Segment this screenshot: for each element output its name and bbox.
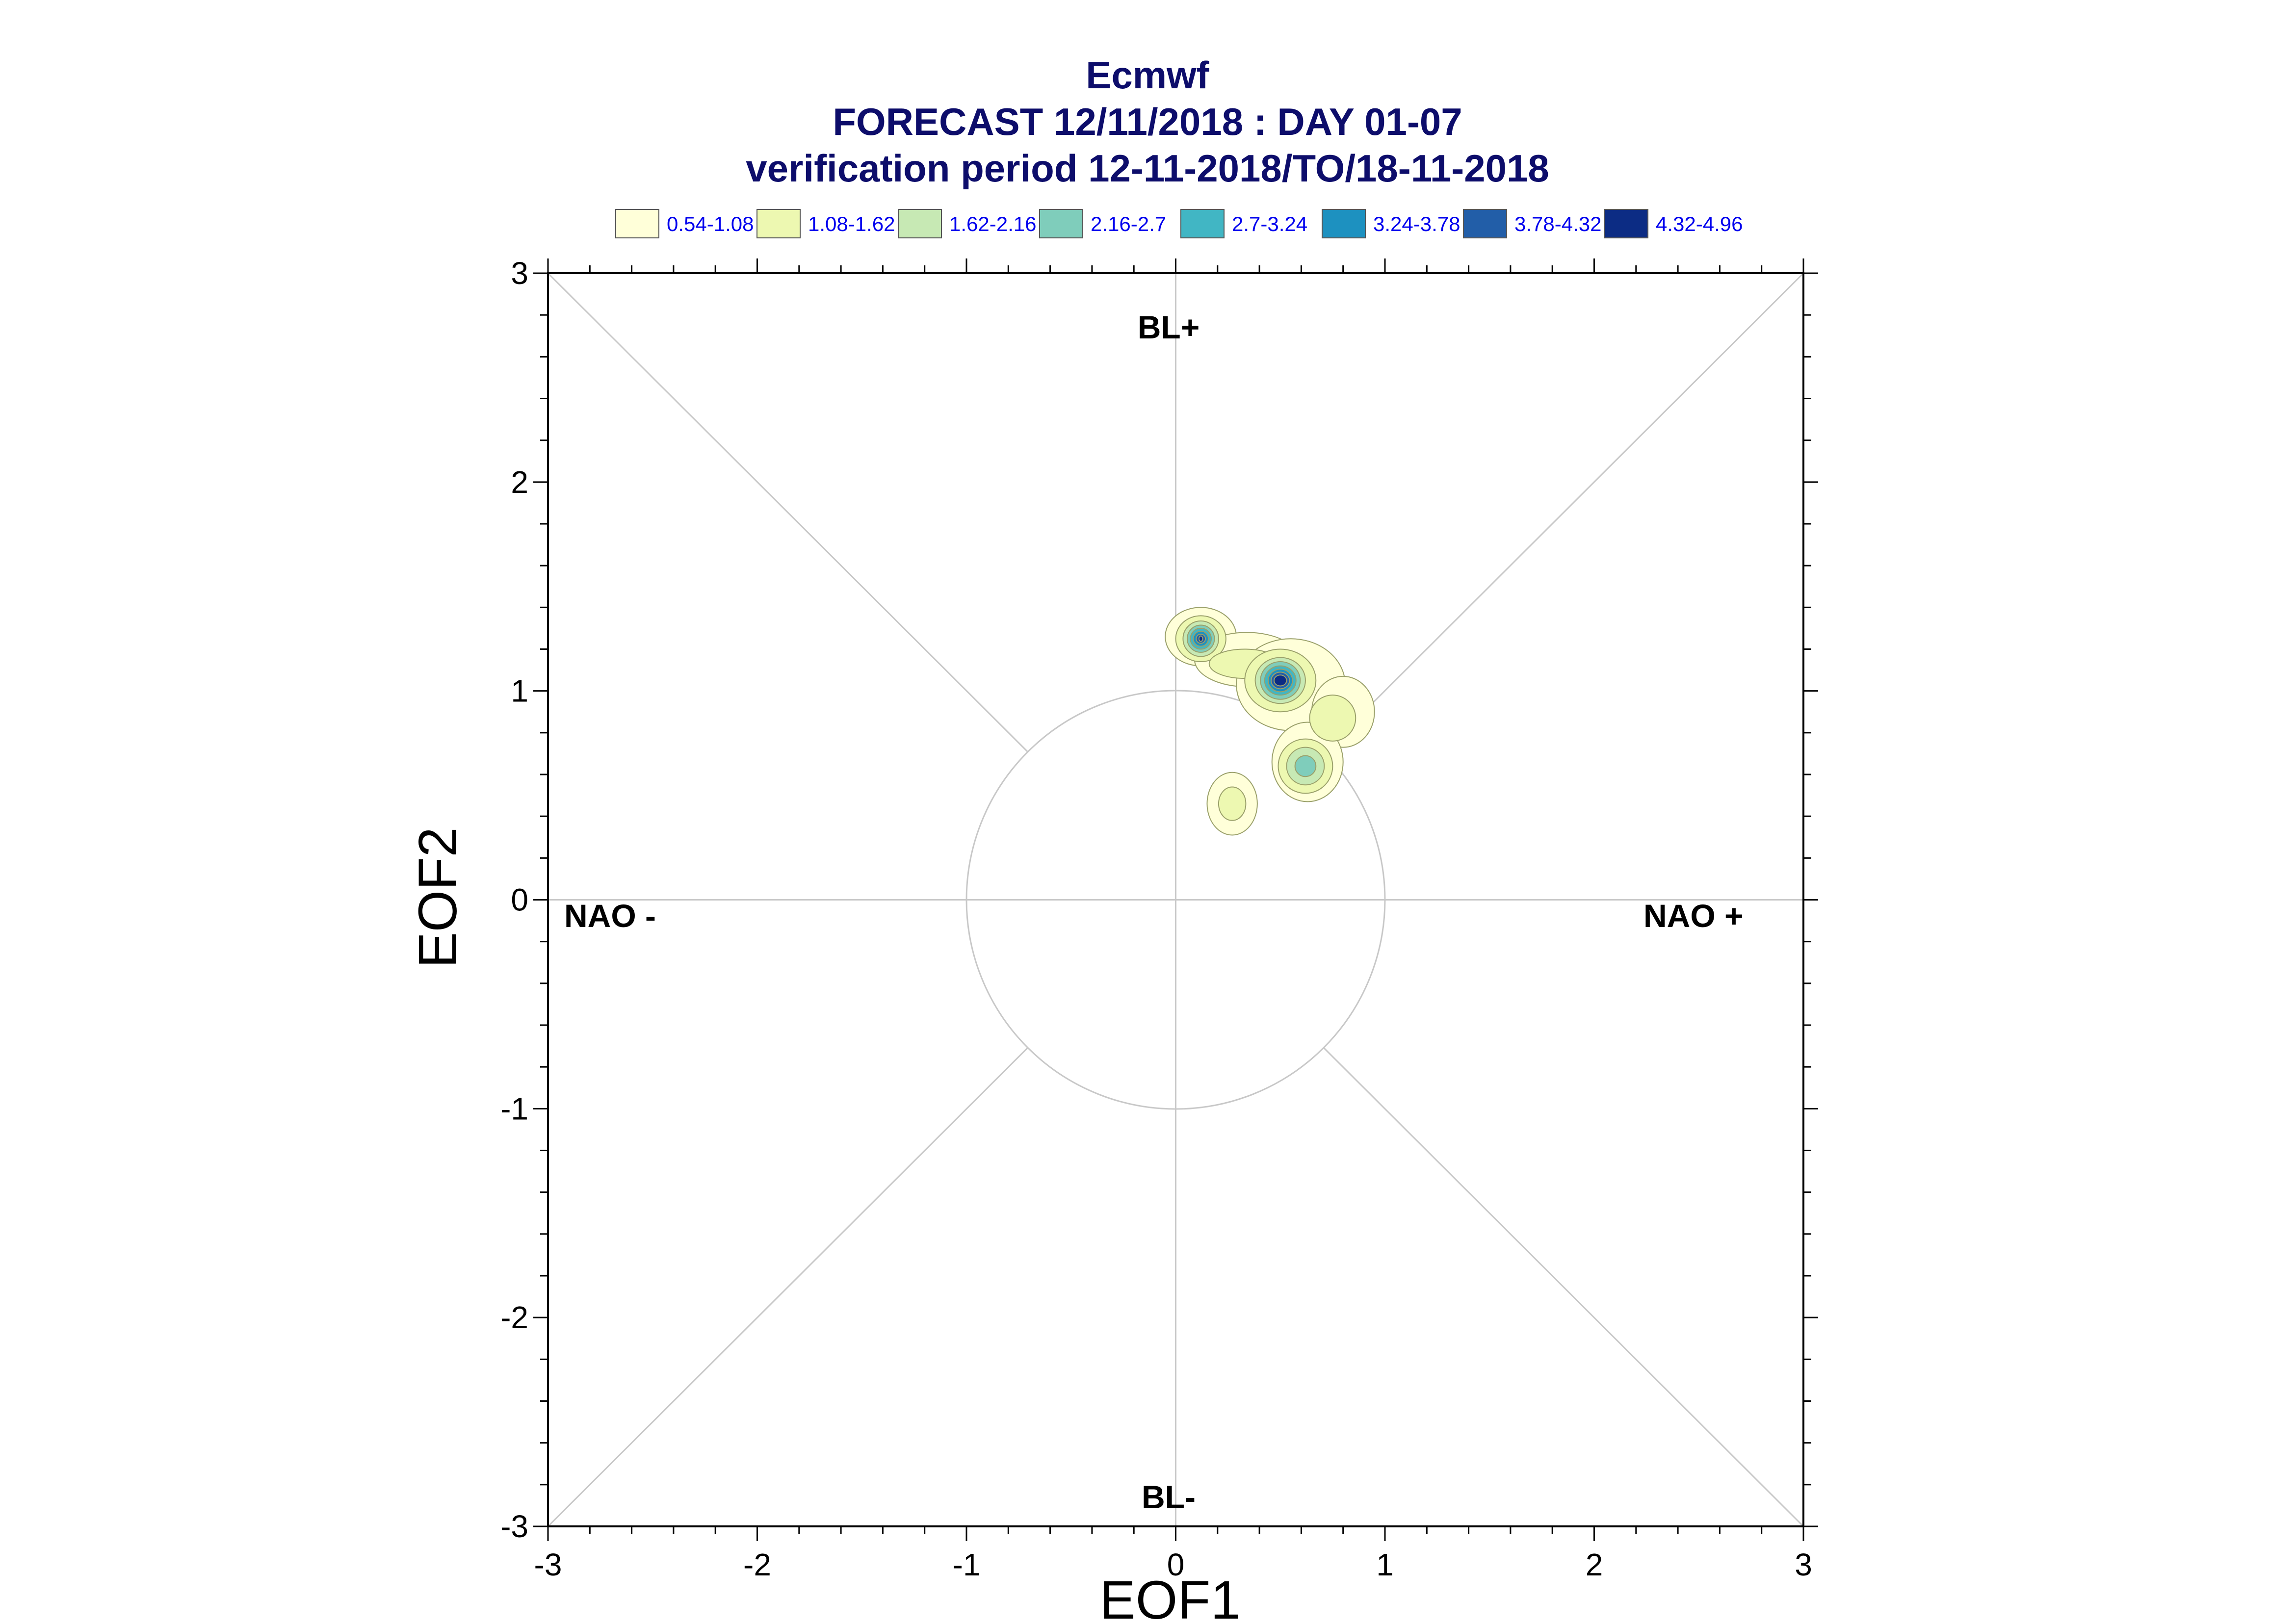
density-contour <box>1218 786 1247 821</box>
y-tick-label: -2 <box>500 1300 528 1335</box>
legend: 0.54-1.08 1.08-1.62 1.62-2.16 2.16-2.7 2.7-3… <box>615 209 1743 238</box>
regime-label-bl-plus: BL+ <box>1138 309 1200 345</box>
legend-label: 2.16-2.7 <box>1091 212 1166 235</box>
legend-swatch <box>756 209 801 238</box>
y-tick-label: 1 <box>511 673 528 709</box>
legend-label: 4.32-4.96 <box>1656 212 1743 235</box>
y-tick-label: 3 <box>511 256 528 291</box>
legend-label: 1.08-1.62 <box>808 212 895 235</box>
chart-title-line3: verification period 12-11-2018/TO/18-11-… <box>746 147 1549 190</box>
legend-swatch <box>898 209 942 238</box>
x-tick-label: -3 <box>534 1547 562 1582</box>
density-contours <box>1165 607 1375 836</box>
axis-ticks: -3 -2 -1 0 1 2 3 -3 -2 -1 0 1 2 3 <box>500 256 1818 1582</box>
legend-label: 3.24-3.78 <box>1373 212 1460 235</box>
reference-circle <box>965 690 1386 1110</box>
density-contour <box>1309 695 1356 742</box>
diagonal-line <box>547 1047 1028 1527</box>
plot-background <box>547 272 1804 1527</box>
legend-label: 3.78-4.32 <box>1514 212 1601 235</box>
legend-swatch <box>1039 209 1083 238</box>
legend-label: 1.62-2.16 <box>949 212 1036 235</box>
density-peak <box>1273 674 1287 687</box>
chart-title-line2: FORECAST 12/11/2018 : DAY 01-07 <box>833 100 1462 143</box>
regime-label-nao-minus: NAO - <box>564 898 656 934</box>
regime-label-nao-plus: NAO + <box>1643 898 1744 934</box>
y-tick-label: -1 <box>500 1091 528 1126</box>
legend-swatch <box>1322 209 1366 238</box>
legend-swatch <box>1180 209 1225 238</box>
diagonal-line <box>547 272 1028 752</box>
y-axis-title: EOF2 <box>408 827 468 968</box>
density-contour <box>1294 755 1317 777</box>
y-tick-label: 0 <box>511 882 528 918</box>
chart-title-line1: Ecmwf <box>1086 53 1209 97</box>
x-tick-label: 3 <box>1795 1547 1812 1582</box>
legend-swatch <box>1463 209 1507 238</box>
legend-label: 0.54-1.08 <box>667 212 754 235</box>
x-tick-label: 0 <box>1167 1547 1185 1582</box>
legend-label: 2.7-3.24 <box>1232 212 1307 235</box>
regime-label-bl-minus: BL- <box>1142 1479 1196 1515</box>
y-tick-label: 2 <box>511 464 528 500</box>
y-tick-label: -3 <box>500 1509 528 1544</box>
diagonal-line <box>1323 1047 1804 1527</box>
x-tick-label: 2 <box>1586 1547 1603 1582</box>
legend-swatch <box>1604 209 1648 238</box>
x-axis-title: EOF1 <box>1099 1570 1240 1624</box>
x-tick-label: -1 <box>953 1547 981 1582</box>
x-tick-label: 1 <box>1376 1547 1394 1582</box>
x-tick-label: -2 <box>743 1547 771 1582</box>
density-peak <box>1198 635 1203 642</box>
diagonal-line <box>1323 272 1804 752</box>
legend-swatch <box>615 209 659 238</box>
